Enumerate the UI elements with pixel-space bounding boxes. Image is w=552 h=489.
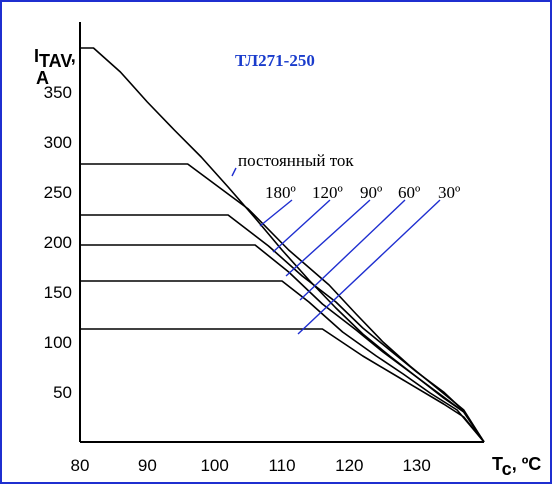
series-label: 30º — [438, 183, 460, 202]
series-line — [80, 280, 485, 443]
leader-line — [299, 199, 406, 301]
chart-title: ТЛ271-250 — [235, 51, 315, 70]
x-tick-label: 80 — [71, 456, 90, 475]
y-tick-label: 100 — [44, 333, 72, 352]
series-line — [80, 214, 485, 443]
x-tick-label: 120 — [335, 456, 363, 475]
x-axis-label: Tc, ºC — [492, 454, 541, 479]
leader-line — [272, 199, 331, 253]
series-label: 60º — [398, 183, 420, 202]
series-annotations: постоянный ток 180º 120º 90º 60º 30º — [238, 151, 460, 202]
leader-line — [297, 199, 441, 335]
series-line — [80, 244, 485, 443]
label-leader-lines — [231, 167, 441, 335]
series-label: 120º — [312, 183, 343, 202]
y-tick-label: 350 — [44, 83, 72, 102]
y-tick-label: 150 — [44, 283, 72, 302]
x-tick-labels: 80 90 100 110 120 130 — [71, 456, 431, 475]
series-label: 180º — [265, 183, 296, 202]
x-tick-label: 130 — [402, 456, 430, 475]
x-tick-label: 90 — [138, 456, 157, 475]
series-label: постоянный ток — [238, 151, 354, 170]
y-tick-label: 300 — [44, 133, 72, 152]
leader-line — [259, 199, 293, 227]
series-line — [80, 163, 485, 443]
series-lines — [80, 47, 485, 443]
y-tick-label: 250 — [44, 183, 72, 202]
leader-line — [285, 199, 371, 277]
x-tick-label: 110 — [268, 456, 295, 475]
x-tick-label: 100 — [200, 456, 228, 475]
series-label: 90º — [360, 183, 382, 202]
leader-line — [231, 167, 237, 177]
y-axis-label: ITAV, — [34, 46, 76, 71]
series-line — [80, 328, 485, 443]
y-tick-labels: 50 100 150 200 250 300 350 — [44, 83, 72, 402]
y-tick-label: 200 — [44, 233, 72, 252]
y-tick-label: 50 — [53, 383, 72, 402]
y-axis-unit: A — [36, 68, 49, 88]
